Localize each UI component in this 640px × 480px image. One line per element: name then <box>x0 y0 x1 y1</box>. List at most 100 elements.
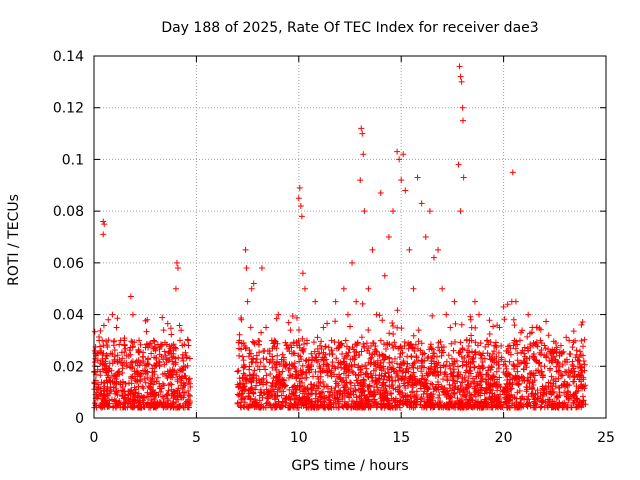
data-point <box>372 379 379 386</box>
data-point <box>331 371 338 378</box>
data-point <box>547 380 554 387</box>
data-point <box>404 398 411 405</box>
data-point <box>418 200 425 207</box>
data-point <box>361 377 368 384</box>
data-point <box>155 358 162 365</box>
data-point <box>463 359 470 366</box>
data-point <box>107 384 114 391</box>
data-point <box>474 342 481 349</box>
data-point <box>533 339 540 346</box>
data-point <box>164 396 171 403</box>
data-point <box>123 363 130 370</box>
data-point <box>333 355 340 362</box>
data-point <box>569 358 576 365</box>
data-point <box>244 298 251 305</box>
data-point <box>108 367 115 374</box>
data-point <box>565 367 572 374</box>
data-point <box>529 324 536 331</box>
data-point <box>521 396 528 403</box>
x-tick-label: 0 <box>90 430 99 446</box>
data-point <box>471 298 478 305</box>
data-point <box>102 358 109 365</box>
data-point <box>557 371 564 378</box>
data-point <box>152 347 159 354</box>
data-point <box>110 338 117 345</box>
data-point <box>436 347 443 354</box>
data-point <box>325 396 332 403</box>
data-point <box>578 367 585 374</box>
data-point <box>578 321 585 328</box>
data-point <box>97 368 104 375</box>
data-point <box>179 394 186 401</box>
data-point <box>258 379 265 386</box>
data-point <box>554 393 561 400</box>
data-point <box>105 337 112 344</box>
data-point <box>381 401 388 408</box>
data-point <box>531 398 538 405</box>
data-point <box>238 390 245 397</box>
data-point <box>247 395 254 402</box>
data-point <box>464 402 471 409</box>
data-point <box>105 374 112 381</box>
data-point <box>501 391 508 398</box>
data-point <box>314 334 321 341</box>
data-point <box>186 398 193 405</box>
data-point <box>139 383 146 390</box>
data-point <box>253 356 260 363</box>
data-point <box>409 344 416 351</box>
data-point <box>111 346 118 353</box>
data-point <box>468 348 475 355</box>
data-point <box>551 403 558 410</box>
data-point <box>459 404 466 411</box>
data-point <box>262 366 269 373</box>
data-point <box>117 337 124 344</box>
data-point <box>574 373 581 380</box>
data-point <box>327 399 334 406</box>
data-point <box>524 333 531 340</box>
data-point <box>429 404 436 411</box>
data-point <box>344 311 351 318</box>
data-point <box>516 403 523 410</box>
y-tick-label: 0 <box>75 411 84 427</box>
data-point <box>457 208 464 215</box>
data-point <box>247 324 254 331</box>
data-point <box>110 372 117 379</box>
data-point <box>376 312 383 319</box>
data-point <box>546 399 553 406</box>
data-point <box>457 382 464 389</box>
data-point <box>344 404 351 411</box>
data-point <box>115 368 122 375</box>
data-point <box>366 382 373 389</box>
data-point <box>247 386 254 393</box>
data-point <box>552 340 559 347</box>
data-point <box>292 371 299 378</box>
data-point <box>302 395 309 402</box>
data-point <box>506 396 513 403</box>
data-point <box>164 368 171 375</box>
data-point <box>394 360 401 367</box>
data-point <box>575 402 582 409</box>
data-point <box>543 318 550 325</box>
data-point <box>144 316 151 323</box>
data-point <box>164 320 171 327</box>
data-point <box>267 392 274 399</box>
data-point <box>125 352 132 359</box>
data-point <box>405 383 412 390</box>
data-point <box>440 404 447 411</box>
data-point <box>269 356 276 363</box>
data-point <box>496 324 503 331</box>
data-point <box>503 365 510 372</box>
data-point <box>451 338 458 345</box>
data-point <box>423 370 430 377</box>
data-point <box>440 376 447 383</box>
data-point <box>359 130 366 137</box>
data-point <box>572 337 579 344</box>
data-point <box>505 403 512 410</box>
data-point <box>296 397 303 404</box>
data-point <box>513 338 520 345</box>
data-point <box>336 371 343 378</box>
data-point <box>342 337 349 344</box>
data-point <box>416 378 423 385</box>
data-point <box>245 404 252 411</box>
data-point <box>514 389 521 396</box>
